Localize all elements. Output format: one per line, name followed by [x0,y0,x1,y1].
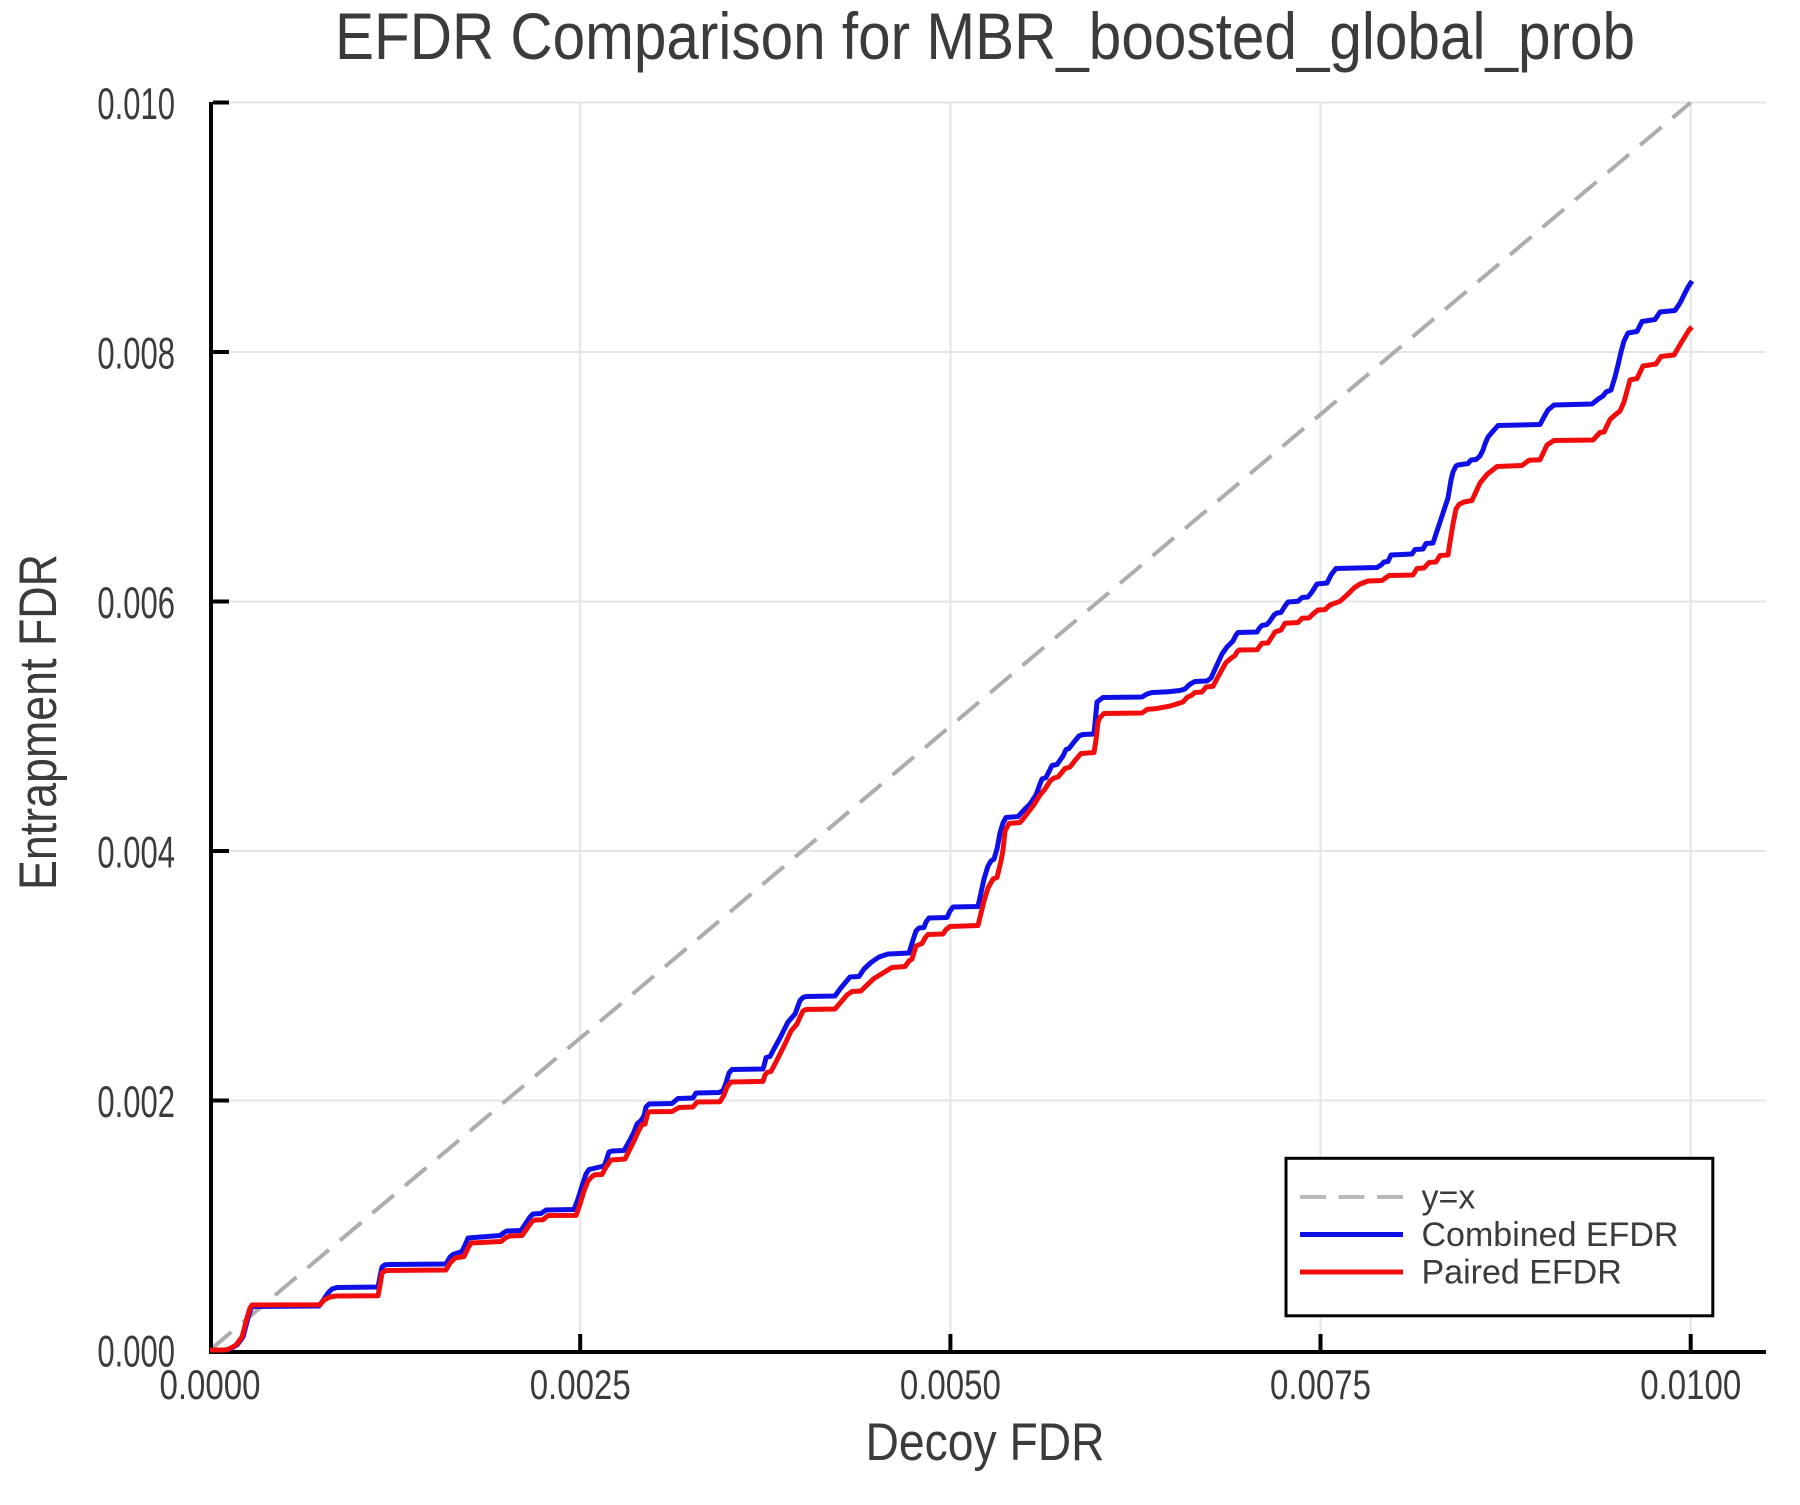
svg-text:0.0075: 0.0075 [1270,1361,1371,1408]
svg-text:0.0000: 0.0000 [160,1361,261,1408]
svg-text:0.0025: 0.0025 [530,1361,631,1408]
svg-text:Paired EFDR: Paired EFDR [1422,1254,1622,1292]
svg-text:0.006: 0.006 [97,579,175,628]
svg-text:0.002: 0.002 [97,1078,175,1127]
svg-text:0.010: 0.010 [97,80,175,129]
svg-text:0.008: 0.008 [97,329,175,378]
svg-text:Combined EFDR: Combined EFDR [1422,1216,1679,1254]
svg-text:0.0100: 0.0100 [1640,1361,1741,1408]
svg-text:y=x: y=x [1422,1179,1476,1217]
svg-text:Entrapment FDR: Entrapment FDR [9,554,68,890]
svg-text:Decoy FDR: Decoy FDR [866,1413,1105,1472]
svg-text:0.0050: 0.0050 [900,1361,1001,1408]
svg-text:0.004: 0.004 [97,828,175,877]
svg-text:0.000: 0.000 [97,1327,175,1376]
svg-text:EFDR Comparison for MBR_booste: EFDR Comparison for MBR_boosted_global_p… [335,0,1635,73]
